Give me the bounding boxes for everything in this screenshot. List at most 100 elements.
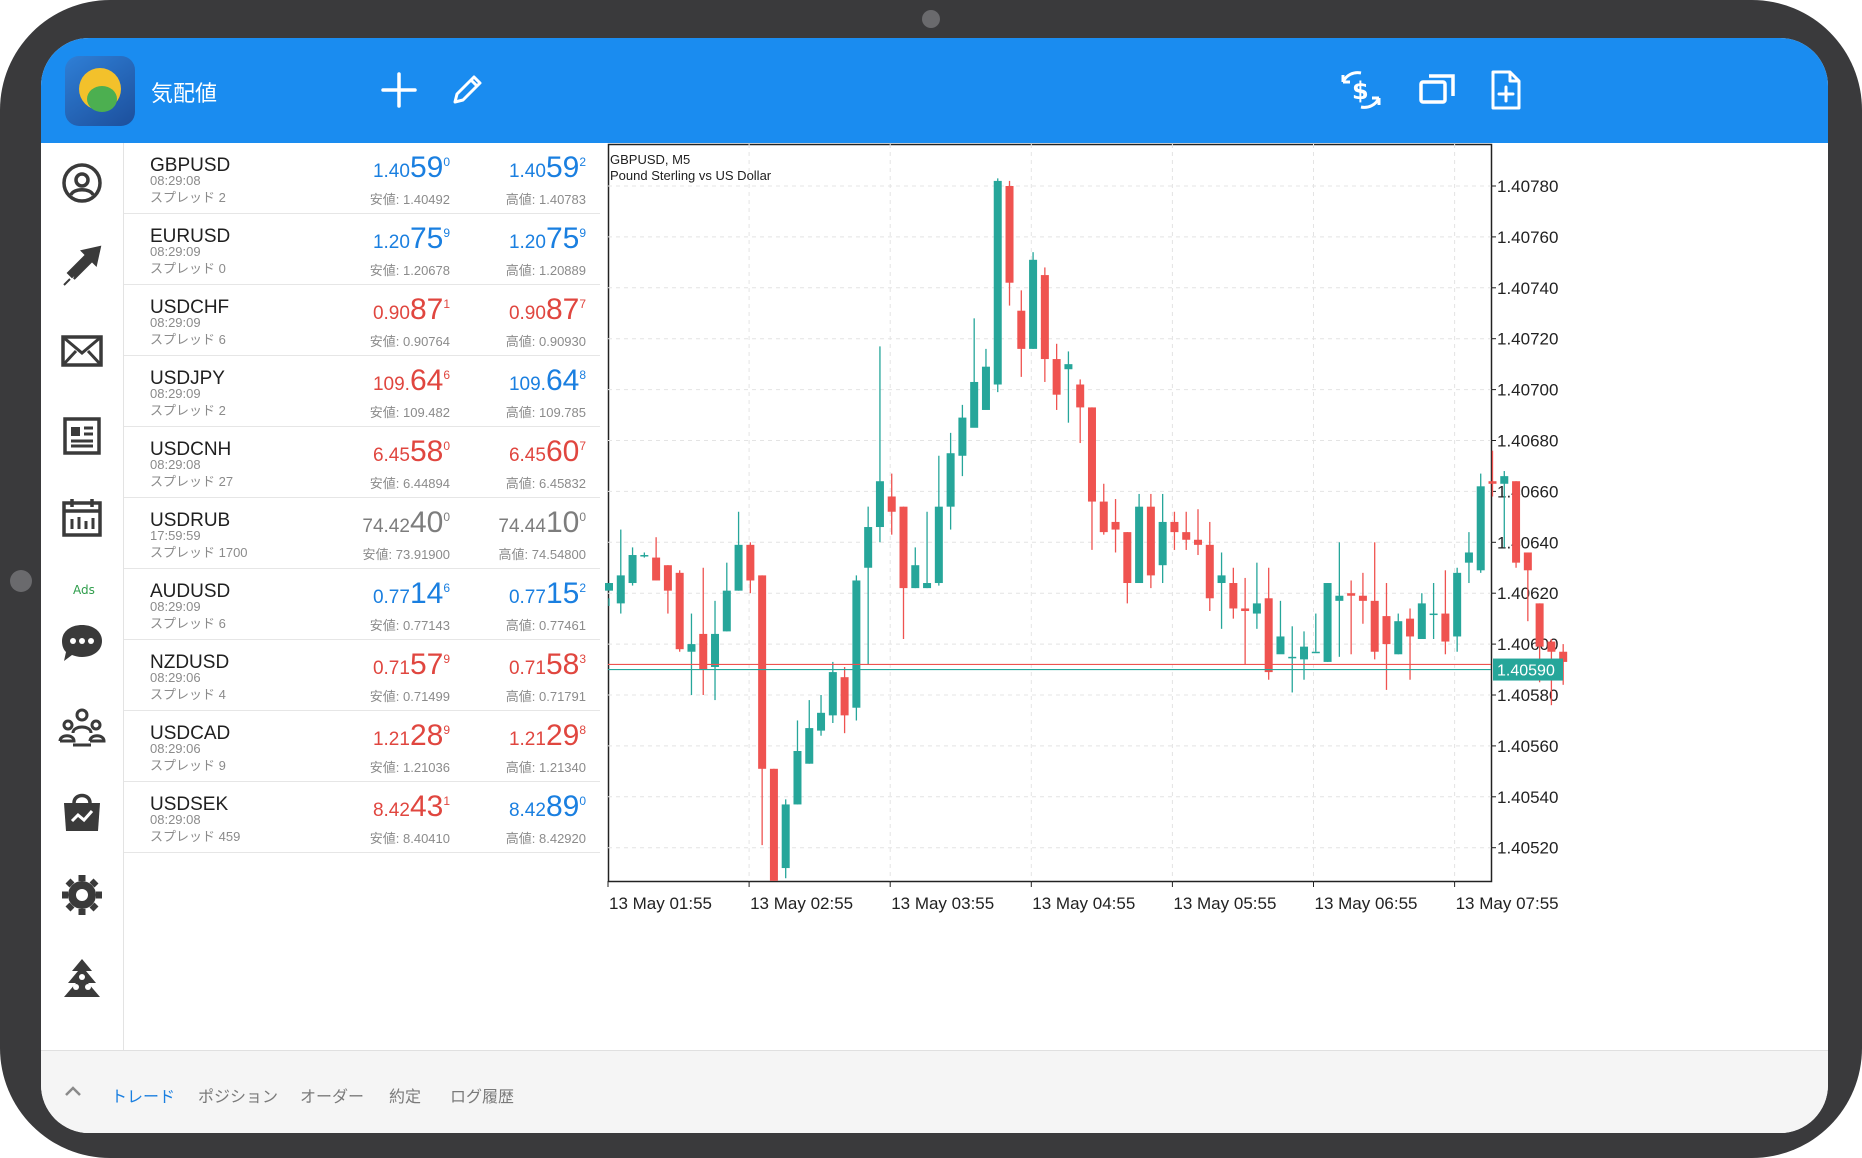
quote-symbol: USDCAD — [150, 723, 231, 744]
account-icon[interactable] — [56, 157, 108, 209]
candle-body — [781, 804, 790, 869]
current-price-badge — [1493, 658, 1563, 681]
quote-row-audusd[interactable]: AUDUSD 08:29:09 スプレッド 6 0.77146 0.77152 安値: 0… — [124, 569, 600, 640]
bid-price-fraction: 1 — [443, 297, 450, 311]
quote-row-usdjpy[interactable]: USDJPY 08:29:09 スプレッド 2 109.646 109.648 安値: 1… — [124, 356, 600, 427]
ask-price-pips: 64 — [545, 364, 580, 397]
price-label: 1.40660 — [1497, 482, 1558, 501]
candlestick-chart[interactable]: 1.40780 1.40760 1.40740 1.40720 1.40700 1.406… — [602, 143, 1828, 1050]
price-label: 1.40540 — [1497, 788, 1558, 807]
bottom-tab-3[interactable]: 約定 — [389, 1087, 422, 1106]
candle-body — [1040, 275, 1049, 360]
quote-row-usdsek[interactable]: USDSEK 08:29:08 スプレッド 459 8.42431 8.42890 安値:… — [124, 782, 600, 853]
ask-price-pips: 89 — [545, 790, 580, 823]
plus-icon[interactable] — [377, 68, 421, 112]
chart-panel[interactable]: 1.40780 1.40760 1.40740 1.40720 1.40700 1.406… — [602, 143, 1828, 1050]
candle-body — [1406, 618, 1415, 637]
candle-body — [605, 583, 613, 591]
candle-body — [746, 544, 755, 581]
quote-row-usdcad[interactable]: USDCAD 08:29:06 スプレッド 9 1.21289 1.21298 安値: 1… — [124, 711, 600, 782]
mail-icon[interactable] — [56, 325, 108, 377]
settings-icon[interactable] — [56, 869, 108, 921]
app-screen: 気配値 $ — [41, 38, 1828, 1133]
low-price: 安値: 0.77143 — [369, 618, 450, 633]
candle-body — [1135, 506, 1144, 584]
ask-price: 74.44100 — [498, 506, 586, 540]
bottom-tab-2[interactable]: オーダー — [300, 1087, 365, 1106]
windows-icon[interactable] — [1415, 68, 1459, 112]
time-label: 13 May 05:55 — [1173, 894, 1276, 913]
signals-icon[interactable] — [56, 953, 108, 1005]
bottom-tab-0[interactable]: トレード — [111, 1087, 176, 1106]
ask-price: 109.648 — [509, 364, 586, 398]
bid-price-pips: 28 — [409, 719, 444, 752]
candle-body — [1394, 621, 1403, 655]
candle-body — [616, 575, 625, 604]
candle-body — [1417, 603, 1426, 640]
candle-body — [1087, 407, 1096, 502]
ask-price-prefix: 1.40 — [508, 161, 546, 182]
ask-price-prefix: 8.42 — [508, 800, 546, 821]
bid-price: 1.21289 — [373, 719, 450, 753]
quote-row-eurusd[interactable]: EURUSD 08:29:09 スプレッド 0 1.20759 1.20759 安値: 1… — [124, 214, 600, 285]
quote-spread: スプレッド 9 — [150, 758, 226, 773]
ask-price-prefix: 0.77 — [508, 587, 546, 608]
quote-row-usdrub[interactable]: USDRUB 17:59:59 スプレッド 1700 74.42400 74.44100… — [124, 498, 600, 569]
ask-price: 0.71583 — [509, 648, 586, 682]
high-price: 高値: 0.77461 — [505, 618, 586, 633]
bid-price-fraction: 0 — [443, 510, 450, 524]
time-label: 13 May 06:55 — [1315, 894, 1418, 913]
candle-body — [1300, 646, 1309, 660]
low-price: 安値: 1.21036 — [369, 760, 450, 775]
chevron-up-icon[interactable] — [61, 1079, 85, 1103]
bottom-tab-4[interactable]: ログ履歴 — [450, 1087, 515, 1106]
candle-body — [1370, 600, 1379, 652]
left-navigation: Ads — [41, 143, 124, 1050]
bid-price-pips: 58 — [409, 435, 444, 468]
quote-time: 08:29:09 — [150, 244, 201, 259]
chart-title: GBPUSD, M5 Pound Sterling vs US Dollar — [610, 152, 771, 184]
bid-price-fraction: 9 — [443, 723, 450, 737]
calendar-icon[interactable] — [56, 493, 108, 545]
market-icon[interactable] — [56, 785, 108, 837]
ask-price-pips: 87 — [545, 293, 580, 326]
bid-price: 1.40590 — [373, 151, 450, 185]
quote-symbol: NZDUSD — [150, 652, 230, 673]
bid-price: 109.646 — [373, 364, 450, 398]
quote-time: 08:29:08 — [150, 812, 201, 827]
low-price: 安値: 109.482 — [369, 405, 450, 420]
currency-exchange-icon[interactable]: $ — [1339, 68, 1383, 112]
bid-price-prefix: 109. — [372, 374, 410, 395]
quote-row-nzdusd[interactable]: NZDUSD 08:29:06 スプレッド 4 0.71579 0.71583 安値: 0… — [124, 640, 600, 711]
pencil-icon[interactable] — [445, 68, 489, 112]
high-price: 高値: 1.21340 — [505, 760, 586, 775]
chat-icon[interactable] — [56, 617, 108, 669]
trade-icon[interactable] — [56, 241, 108, 293]
ask-price: 1.21298 — [509, 719, 586, 753]
news-icon[interactable] — [56, 409, 108, 461]
new-document-icon[interactable] — [1483, 68, 1527, 112]
price-label: 1.40700 — [1497, 381, 1558, 400]
bid-price-fraction: 6 — [443, 368, 450, 382]
time-label: 13 May 01:55 — [609, 894, 712, 913]
ask-price-fraction: 9 — [579, 226, 586, 240]
ask-price-pips: 60 — [545, 435, 580, 468]
candle-body — [1335, 595, 1344, 601]
community-icon[interactable] — [56, 701, 108, 753]
quote-row-usdcnh[interactable]: USDCNH 08:29:08 スプレッド 27 6.45580 6.45607 安値: … — [124, 427, 600, 498]
quote-row-gbpusd[interactable]: GBPUSD 08:29:08 スプレッド 2 1.40590 1.40592 安値: 1… — [124, 143, 600, 214]
price-label: 1.40780 — [1497, 177, 1558, 196]
quote-time: 08:29:09 — [150, 315, 201, 330]
candle-body — [1264, 598, 1273, 673]
bid-price-pips: 87 — [409, 293, 444, 326]
metatrader-logo[interactable] — [65, 56, 135, 126]
ask-price-fraction: 8 — [579, 368, 586, 382]
bottom-tab-1[interactable]: ポジション — [198, 1087, 279, 1106]
quote-spread: スプレッド 459 — [150, 829, 241, 844]
low-price: 安値: 6.44894 — [369, 476, 450, 491]
candle-body — [887, 496, 896, 512]
low-price: 安値: 1.40492 — [369, 192, 450, 207]
current-price-label: 1.40590 — [1497, 663, 1555, 680]
candle-body — [875, 481, 884, 528]
quote-row-usdchf[interactable]: USDCHF 08:29:09 スプレッド 6 0.90871 0.90877 安値: 0… — [124, 285, 600, 356]
